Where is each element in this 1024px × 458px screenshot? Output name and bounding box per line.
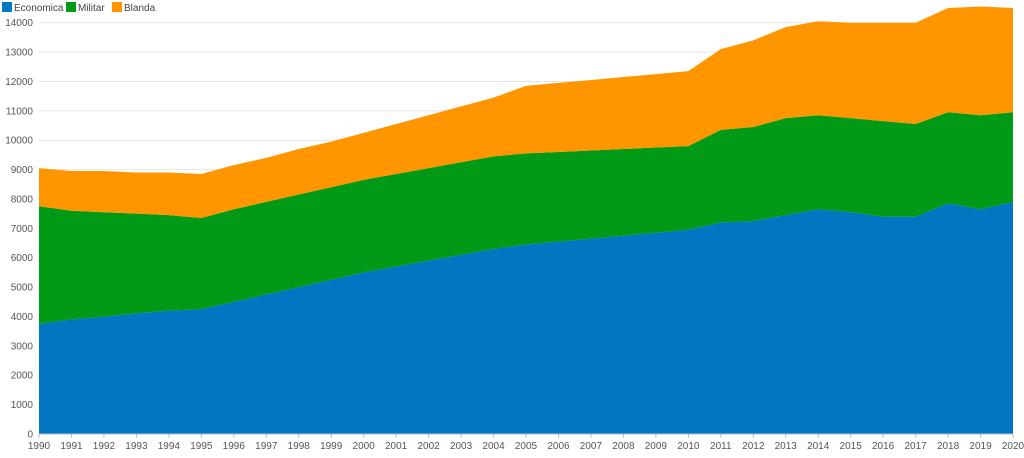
x-tick-label: 1994 — [158, 441, 181, 452]
x-tick-label: 2000 — [353, 441, 376, 452]
y-tick-label: 2000 — [11, 371, 34, 382]
x-tick-label: 1992 — [93, 441, 116, 452]
x-tick-label: 2018 — [937, 441, 960, 452]
y-tick-label: 13000 — [5, 48, 33, 59]
x-tick-label: 2006 — [547, 441, 570, 452]
x-tick-label: 1990 — [28, 441, 51, 452]
axes: 0 1000 2000 3000 4000 5000 6000 7000 8000 9000 100… — [5, 18, 1024, 452]
legend-swatch — [112, 2, 122, 12]
legend-item-blanda[interactable]: Blanda — [112, 2, 156, 14]
x-tick-label: 2014 — [807, 441, 830, 452]
y-tick-label: 8000 — [11, 194, 34, 205]
x-tick-label: 2009 — [645, 441, 668, 452]
y-tick-label: 11000 — [6, 106, 34, 117]
legend-label: Blanda — [124, 3, 156, 14]
x-tick-label: 2020 — [1002, 441, 1024, 452]
x-tick-label: 1993 — [125, 441, 148, 452]
x-tick-label: 1996 — [223, 441, 246, 452]
x-tick-label: 2002 — [417, 441, 440, 452]
x-tick-label: 1995 — [190, 441, 213, 452]
x-tick-label: 2016 — [872, 441, 895, 452]
x-tick-label: 2010 — [677, 441, 700, 452]
x-tick-label: 2003 — [450, 441, 473, 452]
y-tick-label: 9000 — [11, 165, 34, 176]
x-tick-label: 2007 — [580, 441, 603, 452]
x-tick-label: 1999 — [320, 441, 343, 452]
x-tick-label: 1998 — [288, 441, 311, 452]
x-tick-label: 2017 — [904, 441, 927, 452]
x-tick-label: 2004 — [482, 441, 505, 452]
x-tick-label: 2015 — [840, 441, 863, 452]
legend[interactable]: Economica Militar Blanda — [2, 2, 156, 14]
x-tick-label: 2005 — [515, 441, 538, 452]
area-militar[interactable] — [39, 112, 1013, 324]
x-tick-label: 1991 — [60, 441, 83, 452]
y-tick-label: 14000 — [5, 18, 33, 29]
x-tick-label: 2019 — [969, 441, 992, 452]
y-tick-label: 12000 — [5, 77, 33, 88]
y-tick-label: 7000 — [11, 224, 34, 235]
y-tick-label: 10000 — [5, 136, 33, 147]
x-tick-label: 2012 — [742, 441, 765, 452]
legend-label: Militar — [78, 3, 105, 14]
legend-swatch — [66, 2, 76, 12]
area-blanda[interactable] — [39, 6, 1013, 219]
x-tick-label: 2013 — [775, 441, 798, 452]
area-series — [39, 6, 1013, 434]
x-tick-label: 2008 — [612, 441, 635, 452]
x-tick-label: 1997 — [255, 441, 278, 452]
y-tick-label: 0 — [27, 430, 33, 441]
area-economica[interactable] — [39, 201, 1013, 434]
legend-label: Economica — [14, 3, 64, 14]
legend-item-economica[interactable]: Economica — [2, 2, 64, 14]
y-tick-label: 1000 — [11, 400, 34, 411]
legend-swatch — [2, 2, 12, 12]
legend-item-militar[interactable]: Militar — [66, 2, 105, 14]
x-tick-label: 2011 — [710, 441, 732, 452]
y-tick-label: 3000 — [11, 341, 34, 352]
y-tick-label: 5000 — [11, 283, 34, 294]
x-tick-label: 2001 — [385, 441, 408, 452]
y-tick-label: 6000 — [11, 253, 34, 264]
y-tick-label: 4000 — [11, 312, 34, 323]
